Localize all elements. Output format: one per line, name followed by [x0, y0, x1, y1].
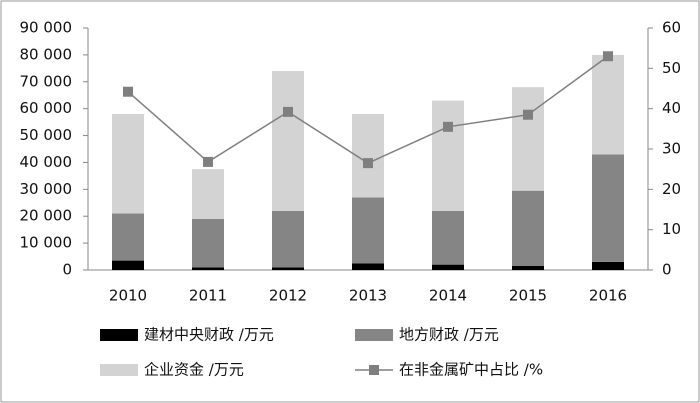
y-tick-label: 70 000	[20, 72, 73, 90]
point	[443, 121, 453, 132]
x-tick-label: 2013	[349, 287, 387, 305]
point	[523, 109, 533, 120]
legend-label: 建材中央财政 /万元	[144, 326, 274, 344]
y-tick-label: 30 000	[20, 180, 73, 198]
y-tick-label: 90 000	[20, 19, 73, 37]
bar	[512, 265, 544, 270]
x-tick-label: 2011	[189, 287, 227, 305]
point	[603, 51, 613, 62]
x-tick-label: 2016	[589, 287, 627, 305]
bar	[592, 154, 624, 262]
bar	[512, 190, 544, 266]
bar	[272, 267, 304, 270]
bar	[592, 261, 624, 270]
y2-tick-label: 60	[662, 19, 681, 37]
bar	[272, 210, 304, 268]
y2-tick-label: 40	[662, 99, 681, 117]
bar	[112, 114, 144, 214]
y2-tick-label: 0	[662, 261, 672, 279]
bar	[352, 263, 384, 270]
bar	[112, 260, 144, 270]
y-tick-label: 10 000	[20, 234, 73, 252]
point	[363, 158, 373, 169]
bar	[592, 54, 624, 155]
legend-swatch	[100, 329, 138, 341]
x-tick-label: 2012	[269, 287, 307, 305]
legend-marker	[369, 365, 379, 375]
bar	[512, 87, 544, 191]
x-tick-label: 2015	[509, 287, 547, 305]
point	[283, 106, 293, 117]
x-tick-label: 2010	[109, 287, 147, 305]
y-tick-label: 0	[62, 261, 72, 279]
legend-swatch	[100, 364, 138, 376]
y2-tick-label: 20	[662, 180, 681, 198]
y-tick-label: 80 000	[20, 45, 73, 63]
legend-label: 地方财政 /万元	[399, 326, 499, 344]
y-tick-label: 20 000	[20, 207, 73, 225]
bar	[112, 213, 144, 261]
bar	[432, 100, 464, 211]
y2-tick-label: 10	[662, 220, 681, 238]
legend-label: 在非金属矿中占比 /%	[399, 361, 543, 379]
legend-label: 企业资金 /万元	[144, 361, 244, 379]
y2-tick-label: 50	[662, 59, 681, 77]
bar	[192, 267, 224, 270]
point	[123, 86, 133, 97]
y-tick-label: 60 000	[20, 99, 73, 117]
bar	[432, 210, 464, 265]
y2-tick-label: 30	[662, 140, 681, 158]
bar	[432, 264, 464, 270]
legend-swatch	[355, 329, 393, 341]
x-tick-label: 2014	[429, 287, 467, 305]
bar	[192, 218, 224, 268]
bar	[352, 197, 384, 264]
y-tick-label: 50 000	[20, 126, 73, 144]
point	[203, 156, 213, 167]
bar	[192, 169, 224, 219]
bar	[272, 71, 304, 211]
y-tick-label: 40 000	[20, 153, 73, 171]
